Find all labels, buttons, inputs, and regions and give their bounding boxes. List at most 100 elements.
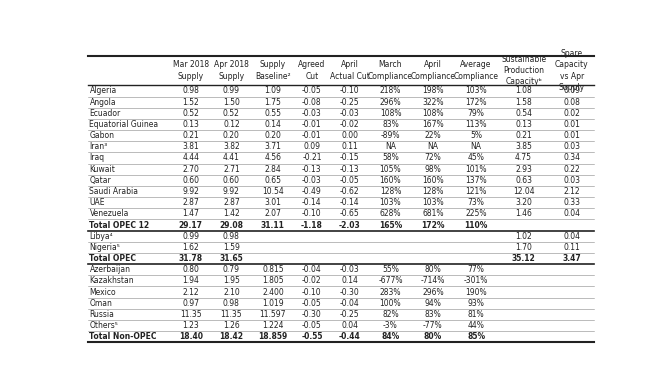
Text: -0.02: -0.02	[340, 120, 360, 129]
Text: 98%: 98%	[424, 165, 442, 174]
Text: 128%: 128%	[380, 187, 401, 196]
Text: -0.10: -0.10	[340, 87, 360, 95]
Text: 108%: 108%	[422, 109, 444, 118]
Text: 296%: 296%	[380, 98, 402, 107]
Text: 35.12: 35.12	[511, 254, 535, 263]
Text: 4.44: 4.44	[182, 154, 199, 163]
Text: 11.35: 11.35	[220, 310, 242, 319]
Text: 0.01: 0.01	[563, 131, 580, 140]
Text: Apr 2018
Supply: Apr 2018 Supply	[214, 61, 249, 80]
Text: -0.55: -0.55	[301, 332, 323, 341]
Text: -0.44: -0.44	[338, 332, 360, 341]
Text: 681%: 681%	[422, 210, 444, 218]
Text: -0.05: -0.05	[302, 299, 322, 308]
Text: -0.03: -0.03	[302, 176, 322, 185]
Text: 3.01: 3.01	[264, 198, 281, 207]
Text: -677%: -677%	[378, 276, 403, 286]
Text: 29.08: 29.08	[219, 220, 243, 230]
Text: 1.52: 1.52	[182, 98, 199, 107]
Text: Sustainable
Production
Capacityᵇ: Sustainable Production Capacityᵇ	[501, 55, 546, 86]
Text: 1.50: 1.50	[223, 98, 240, 107]
Text: NA: NA	[471, 142, 482, 151]
Text: 1.94: 1.94	[182, 276, 199, 286]
Text: 0.99: 0.99	[223, 87, 240, 95]
Text: 0.09: 0.09	[563, 87, 580, 95]
Text: 0.63: 0.63	[515, 176, 532, 185]
Text: Supply
Baseline²: Supply Baseline²	[255, 61, 291, 80]
Text: Libya⁴: Libya⁴	[89, 232, 113, 241]
Text: 0.22: 0.22	[563, 165, 580, 174]
Text: 0.34: 0.34	[563, 154, 580, 163]
Text: -0.21: -0.21	[302, 154, 322, 163]
Text: 190%: 190%	[466, 288, 487, 296]
Text: Russia: Russia	[89, 310, 115, 319]
Text: 4.41: 4.41	[223, 154, 240, 163]
Text: Total OPEC 12: Total OPEC 12	[89, 220, 150, 230]
Text: 11.35: 11.35	[180, 310, 202, 319]
Text: 5%: 5%	[470, 131, 482, 140]
Text: 283%: 283%	[380, 288, 401, 296]
Text: 3.81: 3.81	[182, 142, 199, 151]
Text: 4.56: 4.56	[264, 154, 282, 163]
Text: 2.87: 2.87	[182, 198, 199, 207]
Text: 110%: 110%	[464, 220, 488, 230]
Text: 1.02: 1.02	[515, 232, 532, 241]
Text: 0.03: 0.03	[563, 176, 580, 185]
Text: -0.05: -0.05	[340, 176, 360, 185]
Text: Algeria: Algeria	[89, 87, 117, 95]
Text: -3%: -3%	[383, 321, 398, 330]
Text: 1.47: 1.47	[182, 210, 199, 218]
Text: 2.10: 2.10	[223, 288, 240, 296]
Text: 105%: 105%	[380, 165, 402, 174]
Text: -1.18: -1.18	[301, 220, 323, 230]
Text: 0.14: 0.14	[264, 120, 281, 129]
Text: 103%: 103%	[422, 198, 444, 207]
Text: -0.25: -0.25	[340, 98, 360, 107]
Text: 79%: 79%	[468, 109, 485, 118]
Text: April
Compliance: April Compliance	[410, 61, 456, 80]
Text: 1.09: 1.09	[264, 87, 281, 95]
Text: -0.62: -0.62	[340, 187, 360, 196]
Text: 44%: 44%	[468, 321, 485, 330]
Text: 1.08: 1.08	[515, 87, 532, 95]
Text: 0.80: 0.80	[182, 265, 199, 274]
Text: 18.40: 18.40	[178, 332, 202, 341]
Text: 0.03: 0.03	[563, 142, 580, 151]
Text: 31.11: 31.11	[261, 220, 285, 230]
Text: 31.65: 31.65	[220, 254, 243, 263]
Text: -0.30: -0.30	[340, 288, 360, 296]
Text: -0.03: -0.03	[340, 265, 360, 274]
Text: 12.04: 12.04	[513, 187, 534, 196]
Text: Saudi Arabia: Saudi Arabia	[89, 187, 139, 196]
Text: 1.75: 1.75	[264, 98, 281, 107]
Text: Total Non-OPEC: Total Non-OPEC	[89, 332, 157, 341]
Text: 1.58: 1.58	[515, 98, 532, 107]
Text: 160%: 160%	[422, 176, 444, 185]
Text: 0.04: 0.04	[563, 232, 580, 241]
Text: Equatorial Guinea: Equatorial Guinea	[89, 120, 159, 129]
Text: -0.04: -0.04	[302, 265, 322, 274]
Text: 3.85: 3.85	[515, 142, 532, 151]
Text: -0.14: -0.14	[302, 198, 322, 207]
Text: 94%: 94%	[424, 299, 442, 308]
Text: 225%: 225%	[466, 210, 487, 218]
Text: -0.04: -0.04	[340, 299, 360, 308]
Text: 73%: 73%	[468, 198, 485, 207]
Text: 9.92: 9.92	[223, 187, 240, 196]
Text: 9.92: 9.92	[182, 187, 199, 196]
Text: -301%: -301%	[464, 276, 488, 286]
Text: 322%: 322%	[422, 98, 444, 107]
Text: 2.400: 2.400	[262, 288, 284, 296]
Text: 101%: 101%	[466, 165, 487, 174]
Text: -0.03: -0.03	[302, 109, 322, 118]
Text: Ecuador: Ecuador	[89, 109, 121, 118]
Text: Oman: Oman	[89, 299, 113, 308]
Text: -0.30: -0.30	[302, 310, 322, 319]
Text: 3.20: 3.20	[515, 198, 532, 207]
Text: 18.42: 18.42	[219, 332, 243, 341]
Text: 0.60: 0.60	[182, 176, 199, 185]
Text: 113%: 113%	[466, 120, 487, 129]
Text: NA: NA	[428, 142, 438, 151]
Text: 0.11: 0.11	[341, 142, 358, 151]
Text: Iraq: Iraq	[89, 154, 105, 163]
